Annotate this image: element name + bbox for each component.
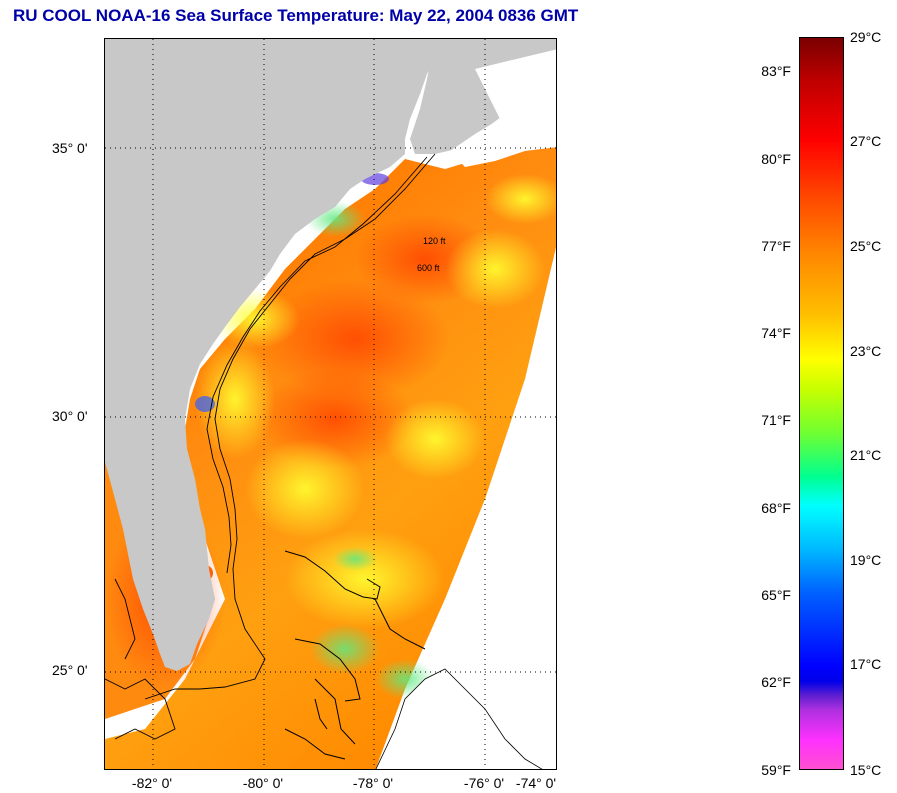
shelf-water xyxy=(445,229,545,309)
bahamas-outline xyxy=(284,550,426,760)
lon-label-82: -82° 0' xyxy=(131,775,173,791)
shelf-water xyxy=(485,174,556,224)
shelf-water xyxy=(195,339,275,459)
lon-label-74: -74° 0' xyxy=(515,775,557,791)
colorbar-label-f: 68°F xyxy=(761,500,791,516)
page-title: RU COOL NOAA-16 Sea Surface Temperature:… xyxy=(13,6,579,25)
colorbar-label-f: 77°F xyxy=(761,238,791,254)
gulf-stream-core xyxy=(260,279,450,399)
no-data-ne xyxy=(450,49,556,167)
isobath-contours xyxy=(105,153,436,740)
sst-map: 120 ft 600 ft xyxy=(104,38,557,770)
colorbar-label-c: 19°C xyxy=(850,552,882,568)
lon-label-76: -76° 0' xyxy=(463,775,505,791)
colorbar-label-c: 17°C xyxy=(850,656,882,672)
colorbar-label-c: 27°C xyxy=(850,133,882,149)
colorbar-label-c: 29°C xyxy=(850,29,882,45)
colorbar-label-c: 25°C xyxy=(850,238,882,254)
map-grid xyxy=(105,39,556,769)
colorbar xyxy=(799,37,844,770)
cool-patch xyxy=(333,547,377,571)
lat-label-35: 35° 0' xyxy=(52,140,88,156)
colorbar-label-c: 23°C xyxy=(850,343,882,359)
colorbar-label-f: 74°F xyxy=(761,325,791,341)
lat-label-25: 25° 0' xyxy=(52,662,88,678)
cold-spot xyxy=(195,396,215,412)
colorbar-label-f: 71°F xyxy=(761,412,791,428)
sst-map-canvas: 120 ft 600 ft xyxy=(105,39,556,769)
lat-label-30: 30° 0' xyxy=(52,408,88,424)
lon-label-78: -78° 0' xyxy=(352,775,394,791)
isobath-label-600: 600 ft xyxy=(417,263,440,273)
colorbar-label-f: 59°F xyxy=(761,762,791,778)
shelf-water xyxy=(285,529,445,629)
lon-label-80: -80° 0' xyxy=(242,775,284,791)
shelf-water xyxy=(245,439,365,539)
isobath-label-120: 120 ft xyxy=(423,236,446,246)
shelf-water xyxy=(385,399,485,479)
colorbar-label-f: 62°F xyxy=(761,674,791,690)
islands-land xyxy=(375,668,543,769)
us-coast-land xyxy=(105,39,435,671)
colorbar-label-f: 65°F xyxy=(761,587,791,603)
colorbar-label-f: 83°F xyxy=(761,63,791,79)
colorbar-label-c: 15°C xyxy=(850,762,882,778)
colorbar-label-f: 80°F xyxy=(761,151,791,167)
colorbar-label-c: 21°C xyxy=(850,447,882,463)
cool-patch xyxy=(310,624,380,674)
